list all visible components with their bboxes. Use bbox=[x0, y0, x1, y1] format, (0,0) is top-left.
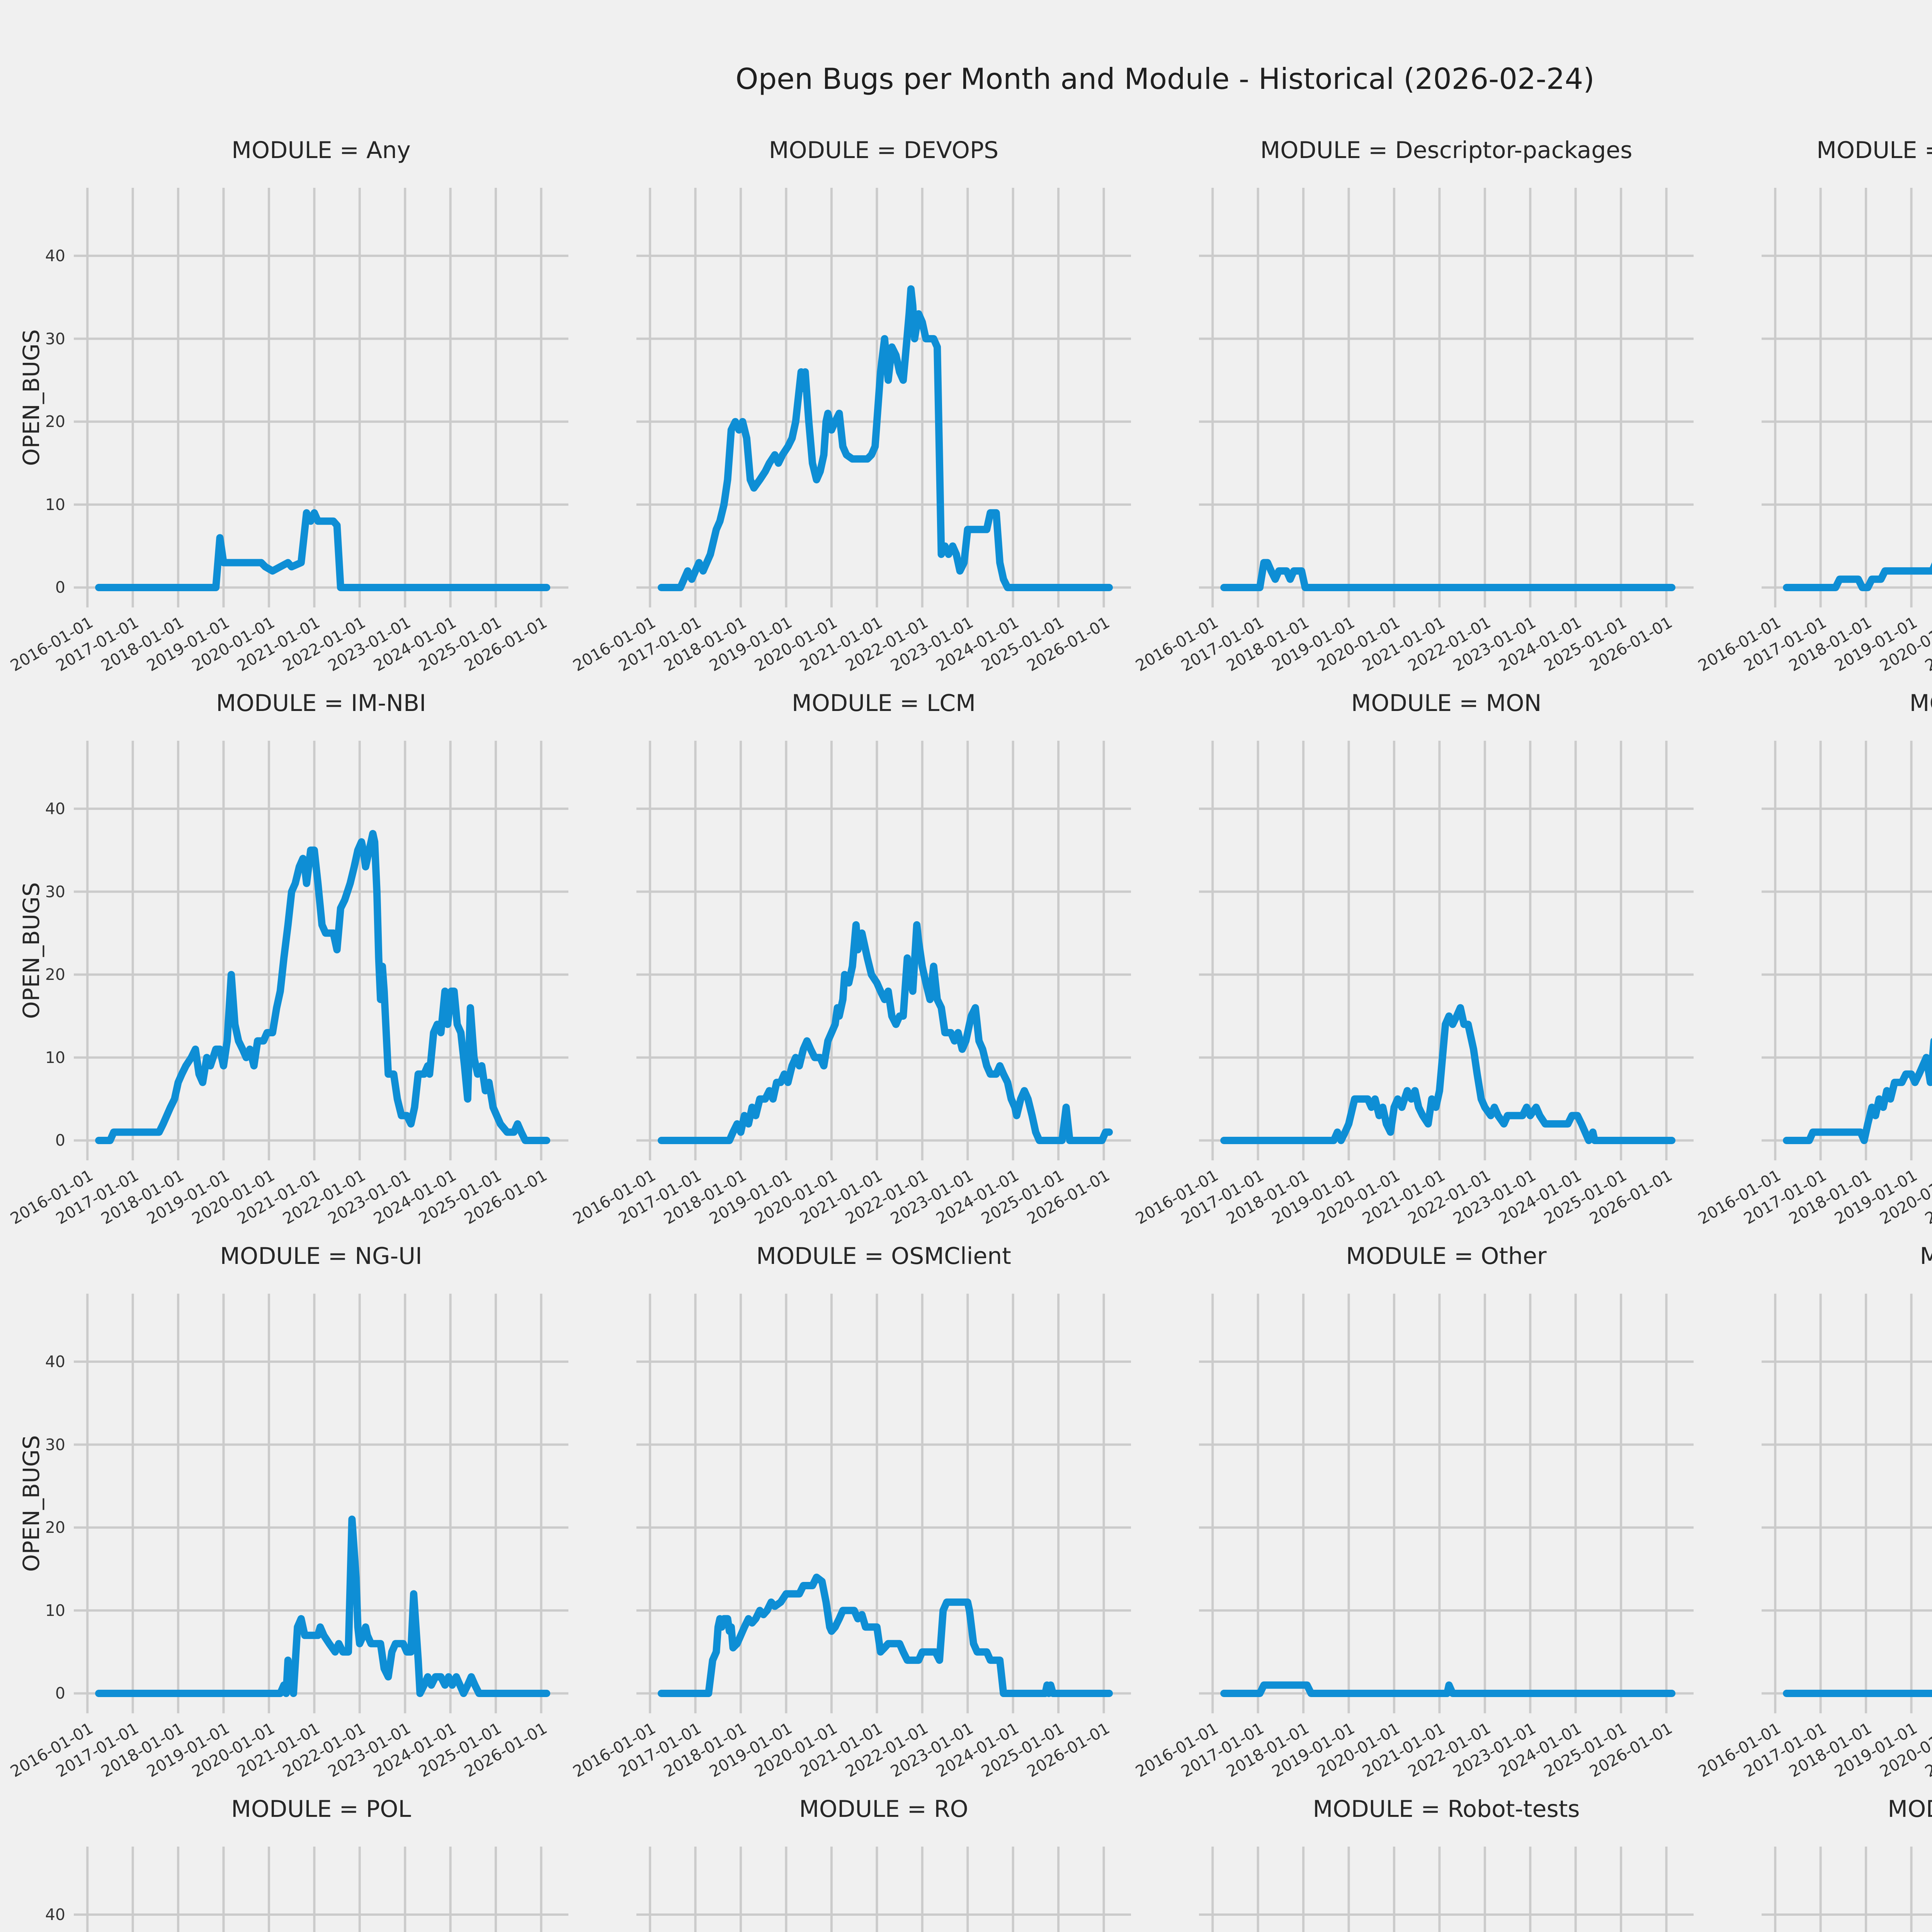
facet-title-Any: MODULE = Any bbox=[231, 137, 411, 164]
facet-plot-LCM bbox=[636, 741, 1131, 1160]
facet-title-OSMClient: MODULE = OSMClient bbox=[756, 1243, 1011, 1270]
facet-plot-Descriptor-packages bbox=[1199, 188, 1694, 607]
y-tick-label: 20 bbox=[45, 1518, 65, 1537]
y-tick-label: 0 bbox=[55, 1131, 65, 1150]
y-axis-label: OPEN_BUGS bbox=[18, 329, 44, 466]
y-tick-label: 0 bbox=[55, 1684, 65, 1703]
y-tick-label: 10 bbox=[45, 1601, 65, 1620]
facet-plot-IM-NBI bbox=[74, 741, 568, 1160]
facet-plot-Unknown bbox=[1762, 1847, 1932, 1932]
data-line-DEVOPS bbox=[658, 285, 1113, 591]
facet-title-POL: MODULE = POL bbox=[231, 1796, 411, 1823]
y-axis-label: OPEN_BUGS bbox=[18, 882, 44, 1019]
facet-title-Documentation / Wiki: MODULE = Documentation / Wiki bbox=[1816, 137, 1932, 164]
data-line-IM-NBI bbox=[95, 830, 551, 1144]
data-line-Other bbox=[1220, 1681, 1676, 1697]
y-tick-label: 10 bbox=[45, 1048, 65, 1067]
data-line-Documentation / Wiki bbox=[1783, 562, 1932, 591]
facet-title-Robot-tests: MODULE = Robot-tests bbox=[1313, 1796, 1580, 1823]
y-tick-label: 20 bbox=[45, 412, 65, 431]
facet-title-Unknown: MODULE = Unknown bbox=[1888, 1796, 1932, 1823]
data-line-N2VC bbox=[1783, 1038, 1932, 1144]
facet-plot-N2VC bbox=[1762, 741, 1932, 1160]
data-line-MON bbox=[1220, 1004, 1676, 1144]
facet-plot-POL bbox=[74, 1847, 568, 1932]
facet-title-PLA: MODULE = PLA bbox=[1920, 1243, 1932, 1270]
y-tick-label: 40 bbox=[45, 799, 65, 818]
facet-title-RO: MODULE = RO bbox=[799, 1796, 968, 1823]
facet-title-IM-NBI: MODULE = IM-NBI bbox=[216, 690, 426, 717]
y-tick-label: 0 bbox=[55, 578, 65, 597]
y-tick-label: 30 bbox=[45, 882, 65, 901]
facet-title-NG-UI: MODULE = NG-UI bbox=[220, 1243, 422, 1270]
y-tick-label: 20 bbox=[45, 965, 65, 984]
facet-plot-Any bbox=[74, 188, 568, 607]
facet-title-MON: MODULE = MON bbox=[1351, 690, 1542, 717]
data-line-Any bbox=[95, 509, 551, 591]
facet-plot-DEVOPS bbox=[636, 188, 1131, 607]
facet-title-Descriptor-packages: MODULE = Descriptor-packages bbox=[1260, 137, 1633, 164]
facet-title-Other: MODULE = Other bbox=[1346, 1243, 1547, 1270]
facet-plot-MON bbox=[1199, 741, 1694, 1160]
facet-plot-NG-UI bbox=[74, 1294, 568, 1713]
y-tick-label: 40 bbox=[45, 1352, 65, 1371]
facet-plot-PLA bbox=[1762, 1294, 1932, 1713]
y-tick-label: 40 bbox=[45, 1905, 65, 1924]
facet-plot-OSMClient bbox=[636, 1294, 1131, 1713]
data-line-NG-UI bbox=[95, 1515, 551, 1697]
y-axis-label: OPEN_BUGS bbox=[20, 1847, 43, 1932]
data-line-LCM bbox=[658, 921, 1113, 1144]
facet-plot-Robot-tests bbox=[1199, 1847, 1694, 1932]
y-tick-label: 10 bbox=[45, 495, 65, 514]
y-tick-label: 30 bbox=[45, 1435, 65, 1454]
facet-title-N2VC: MODULE = N2VC bbox=[1909, 690, 1932, 717]
facet-title-DEVOPS: MODULE = DEVOPS bbox=[769, 137, 999, 164]
y-tick-label: 30 bbox=[45, 329, 65, 348]
facet-plot-Documentation / Wiki bbox=[1762, 188, 1932, 607]
figure-title: Open Bugs per Month and Module - Histori… bbox=[735, 62, 1595, 96]
facet-plot-Other bbox=[1199, 1294, 1694, 1713]
data-line-OSMClient bbox=[658, 1573, 1113, 1697]
y-axis-label: OPEN_BUGS bbox=[18, 1435, 44, 1572]
facet-title-LCM: MODULE = LCM bbox=[792, 690, 976, 717]
y-tick-label: 40 bbox=[45, 246, 65, 265]
facet-plot-RO bbox=[636, 1847, 1131, 1932]
data-line-Descriptor-packages bbox=[1220, 559, 1676, 591]
